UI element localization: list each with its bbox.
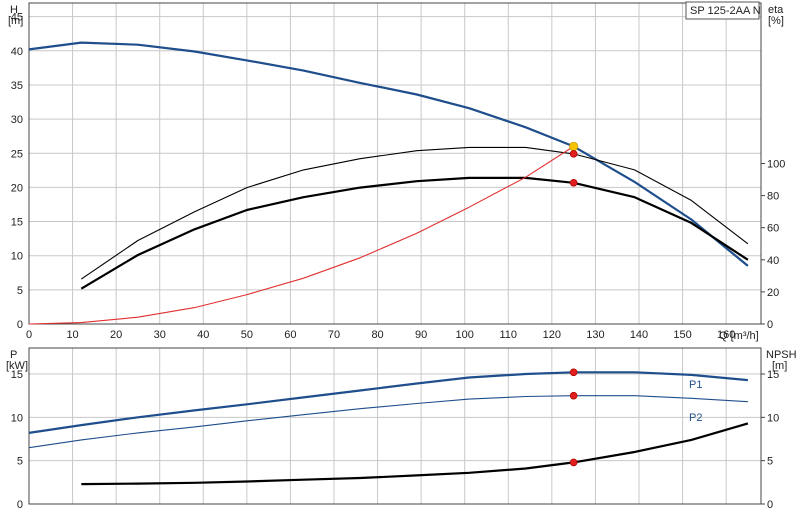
x-tick-label: 10 <box>66 329 78 341</box>
series-label-p2: P2 <box>689 412 702 424</box>
x-tick-label: 60 <box>284 329 296 341</box>
x-tick-label: 150 <box>673 329 691 341</box>
top-duty-point-2 <box>569 178 578 187</box>
bottom-left-axis-label-line1: P <box>10 349 17 361</box>
bottom-frame <box>28 347 762 505</box>
top-left-tick-label: 5 <box>17 285 23 297</box>
top-right-axis-label-line1: eta <box>768 4 784 16</box>
top-series-eta_upper <box>80 146 749 280</box>
x-tick-label: 30 <box>154 329 166 341</box>
bottom-right-tick-label: 0 <box>767 499 773 511</box>
x-tick-label: 130 <box>586 329 604 341</box>
x-tick-label: 120 <box>543 329 561 341</box>
chart-title: SP 125-2AA N <box>690 5 761 17</box>
bottom-duty-point-0 <box>569 368 578 377</box>
top-left-axis-label-line1: H <box>10 4 18 16</box>
top-left-tick-label: 0 <box>17 319 23 331</box>
bottom-series-P1 <box>28 371 749 434</box>
x-tick-label: 0 <box>26 329 32 341</box>
top-panel-grid <box>28 2 765 325</box>
bottom-duty-point-1 <box>569 391 578 400</box>
top-series-system <box>28 145 574 325</box>
top-right-axis-label-line2: [%] <box>768 15 784 27</box>
x-tick-label: 100 <box>456 329 474 341</box>
x-tick-label: 50 <box>241 329 253 341</box>
bottom-left-tick-label: 10 <box>11 412 23 424</box>
x-tick-label: 110 <box>500 329 518 341</box>
x-tick-label: 80 <box>371 329 383 341</box>
top-right-tick-label: 20 <box>767 287 779 299</box>
bottom-left-tick-label: 0 <box>17 499 23 511</box>
top-duty-point-1 <box>569 150 578 158</box>
top-duty-point-0 <box>569 141 579 152</box>
tick-labels: 0 10 20 30 40 50 60 70 80 90 100 110 120 130 140 150 160… <box>11 12 786 511</box>
bottom-right-axis-label-line2: [m] <box>772 360 787 372</box>
bottom-series-NPSH <box>81 422 749 486</box>
x-tick-label: 140 <box>630 329 648 341</box>
x-tick-label: 40 <box>197 329 209 341</box>
bottom-panel-grid <box>28 347 765 505</box>
x-axis-label: Q [m³/h] <box>719 330 759 342</box>
top-left-tick-label: 45 <box>11 12 23 24</box>
bottom-right-tick-label: 15 <box>767 369 779 381</box>
top-series-eta_lower <box>80 176 749 290</box>
bottom-right-tick-label: 10 <box>767 412 779 424</box>
top-right-tick-label: 100 <box>767 159 785 171</box>
top-left-tick-label: 30 <box>11 114 23 126</box>
x-tick-label: 90 <box>415 329 427 341</box>
series-layer <box>28 41 749 486</box>
bottom-left-tick-label: 15 <box>11 369 23 381</box>
top-right-tick-label: 40 <box>767 255 779 267</box>
top-left-tick-label: 40 <box>11 46 23 58</box>
series-label-p1: P1 <box>689 379 702 391</box>
top-left-tick-label: 25 <box>11 148 23 160</box>
x-tick-label: 20 <box>110 329 122 341</box>
top-right-tick-label: 80 <box>767 191 779 203</box>
bottom-series-P2 <box>28 395 748 449</box>
top-left-tick-label: 15 <box>11 217 23 229</box>
top-left-tick-label: 10 <box>11 251 23 263</box>
duty-point-markers <box>569 141 579 467</box>
top-left-tick-label: 20 <box>11 182 23 194</box>
bottom-left-axis-label-line2: [kW] <box>6 360 28 372</box>
bottom-duty-point-2 <box>569 458 578 467</box>
bottom-right-tick-label: 5 <box>767 456 773 468</box>
x-tick-label: 160 <box>717 329 735 341</box>
x-tick-label: 70 <box>328 329 340 341</box>
top-left-tick-label: 35 <box>11 80 23 92</box>
top-right-tick-label: 0 <box>767 319 773 331</box>
top-left-axis-label-line2: [m] <box>8 15 23 27</box>
top-frame <box>28 2 762 325</box>
bottom-left-tick-label: 5 <box>17 456 23 468</box>
bottom-right-axis-label-line1: NPSH <box>766 349 797 361</box>
top-series-H <box>28 41 749 267</box>
title-box <box>685 1 760 20</box>
top-right-tick-label: 60 <box>767 223 779 235</box>
